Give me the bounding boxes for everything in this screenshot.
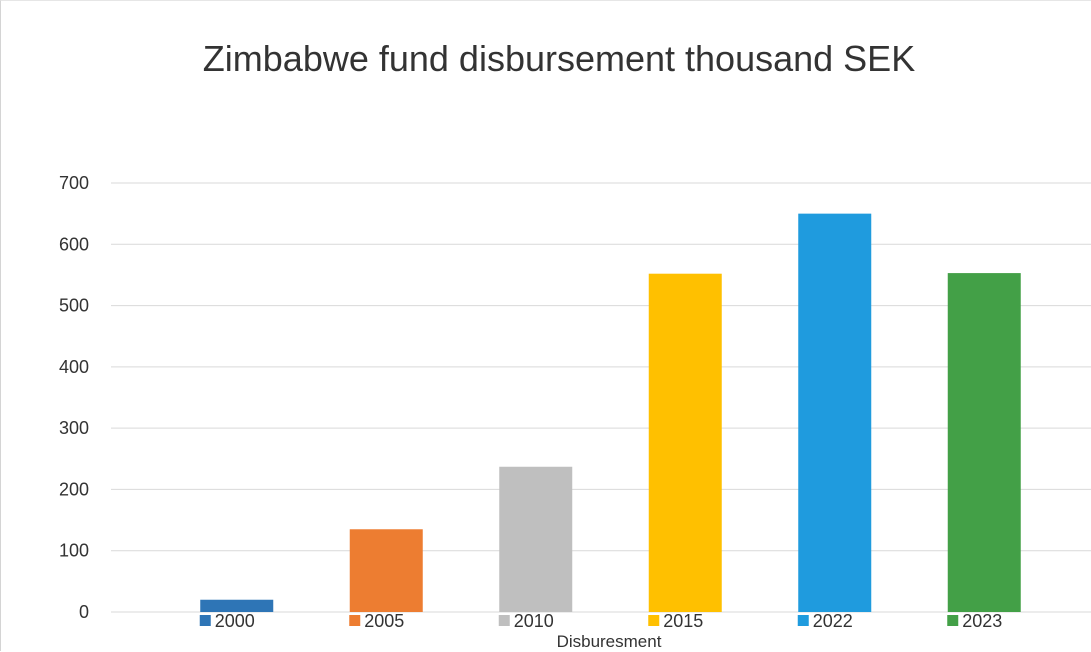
legend-swatch-2005 [349,615,361,626]
legend-label-2022: 2022 [813,611,853,631]
legend-label-2015: 2015 [663,611,703,631]
bar-2023 [947,273,1021,612]
legend-label-2010: 2010 [514,611,554,631]
y-axis-ticks: 0 100 200 300 400 500 600 700 [59,173,89,622]
bar-2022 [798,213,872,612]
bar-2015 [648,273,722,612]
legend-swatch-2010 [498,615,510,626]
legend-swatch-2023 [947,615,959,626]
x-axis-label: Disburesment [557,632,662,651]
chart-title: Zimbabwe fund disbursement thousand SEK [203,38,915,79]
legend-swatch-2022 [797,615,809,626]
y-tick-label: 300 [59,418,89,438]
y-tick-label: 600 [59,234,89,254]
legend-label-2023: 2023 [962,611,1002,631]
bars [200,213,1021,612]
bar-2010 [499,466,573,612]
gridlines [111,182,1091,613]
y-tick-label: 200 [59,479,89,499]
y-tick-label: 100 [59,541,89,561]
legend-label-2000: 2000 [215,611,255,631]
bar-2005 [349,529,423,612]
y-tick-label: 500 [59,296,89,316]
legend-label-2005: 2005 [364,611,404,631]
y-tick-label: 700 [59,173,89,193]
legend-swatch-2015 [648,615,660,626]
legend-swatch-2000 [199,615,211,626]
y-tick-label: 400 [59,357,89,377]
bar-2000 [200,599,274,612]
legend: 2000 2005 2010 2015 2022 2023 [199,611,1002,631]
y-tick-label: 0 [79,602,89,622]
